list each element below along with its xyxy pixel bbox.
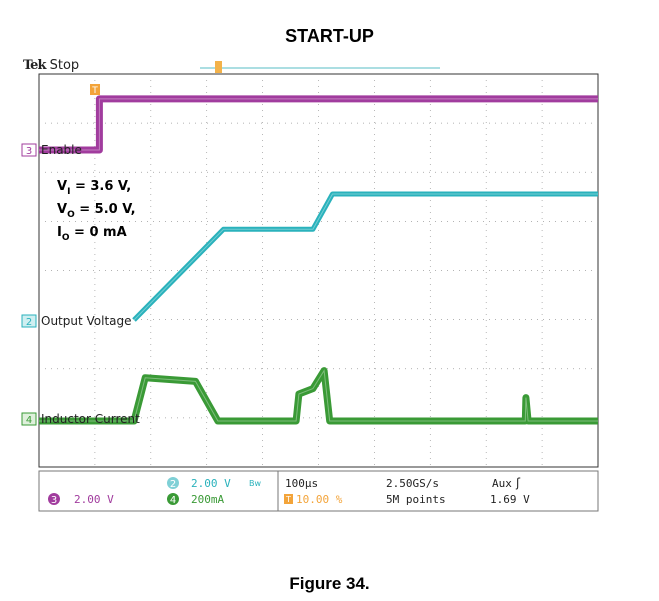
trigger-marker: T bbox=[90, 84, 100, 96]
ch3-badge bbox=[48, 493, 60, 505]
svg-text:3: 3 bbox=[26, 146, 32, 157]
bandwidth-limit-icon: Bw bbox=[249, 479, 261, 488]
trigger-position-badge bbox=[284, 494, 293, 504]
trace-enable bbox=[39, 95, 598, 154]
record-length: 5M points bbox=[386, 493, 446, 506]
acquisition-status: Stop bbox=[49, 58, 80, 73]
svg-text:4: 4 bbox=[26, 415, 32, 426]
rising-edge-icon: ʃ bbox=[515, 476, 521, 490]
svg-text:Output Voltage: Output Voltage bbox=[41, 314, 132, 328]
sample-rate: 2.50GS/s bbox=[386, 477, 439, 490]
condition-vi: VI = 3.6 V, bbox=[57, 179, 131, 197]
svg-text:T: T bbox=[285, 495, 291, 504]
condition-vo: VO = 5.0 V, bbox=[57, 202, 136, 220]
readout-panel: 2 2.00 V Bw 3 2.00 V 4 200mA 100µs T 10.… bbox=[38, 470, 599, 512]
svg-text:2: 2 bbox=[170, 479, 176, 490]
channel-label-output-voltage: 2 Output Voltage bbox=[21, 314, 132, 328]
channel-label-enable: 3 Enable bbox=[21, 143, 82, 157]
ch2-badge bbox=[167, 477, 179, 489]
trace-output-voltage bbox=[132, 191, 598, 322]
trigger-source: Aux bbox=[492, 477, 512, 490]
trigger-position-value: 10.00 % bbox=[296, 493, 343, 506]
svg-text:T: T bbox=[91, 86, 98, 96]
trace-enable-highlight bbox=[39, 98, 598, 151]
test-conditions: VI = 3.6 V, VO = 5.0 V, IO = 0 mA bbox=[57, 179, 136, 243]
channel-label-inductor-current: 4 Inductor Current bbox=[21, 412, 140, 426]
timebase: 100µs bbox=[285, 477, 318, 490]
figure-title: START-UP bbox=[285, 26, 374, 46]
svg-text:2: 2 bbox=[26, 317, 32, 328]
figure-caption: Figure 34. bbox=[289, 574, 370, 593]
ch2-scale: 2.00 V bbox=[191, 477, 231, 490]
oscilloscope-screen: T 3 Enable 2 Output Voltage 4 Inductor C… bbox=[21, 61, 599, 512]
svg-text:Inductor Current: Inductor Current bbox=[41, 412, 140, 426]
svg-text:3: 3 bbox=[51, 495, 57, 506]
trace-inductor-current bbox=[39, 367, 598, 425]
svg-text:Enable: Enable bbox=[41, 143, 82, 157]
trace-layer bbox=[39, 95, 598, 425]
brand-logo: Tek bbox=[23, 58, 46, 73]
trace-output-voltage-highlight bbox=[133, 193, 598, 321]
ch4-scale: 200mA bbox=[191, 493, 224, 506]
scope-status: Tek Stop bbox=[23, 58, 79, 73]
condition-io: IO = 0 mA bbox=[57, 225, 127, 243]
trigger-position-icon bbox=[215, 61, 222, 73]
ch4-badge bbox=[167, 493, 179, 505]
graticule-frame bbox=[38, 73, 599, 468]
trigger-level: 1.69 V bbox=[490, 493, 530, 506]
trace-inductor-current-highlight bbox=[39, 369, 598, 422]
svg-text:4: 4 bbox=[170, 495, 176, 506]
ch3-scale: 2.00 V bbox=[74, 493, 114, 506]
